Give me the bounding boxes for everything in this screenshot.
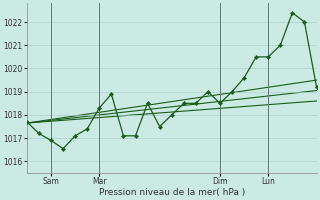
X-axis label: Pression niveau de la mer( hPa ): Pression niveau de la mer( hPa ) [99,188,245,197]
